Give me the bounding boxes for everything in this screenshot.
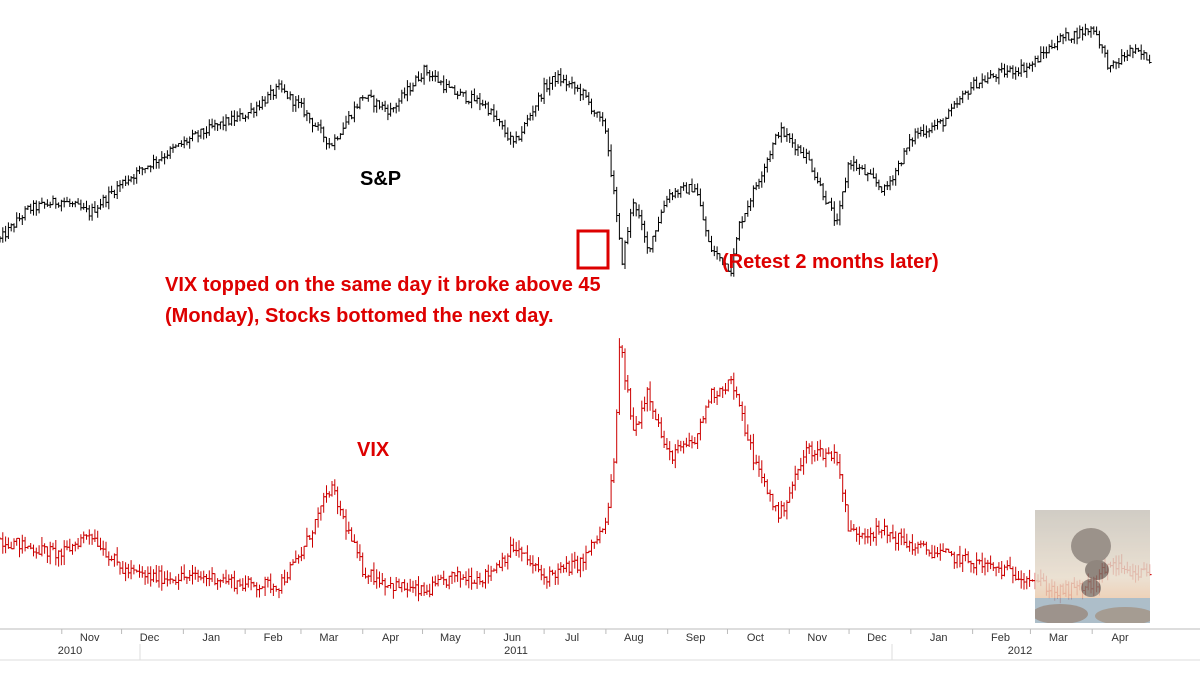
x-tick-label-month: Apr	[382, 632, 399, 644]
x-tick-label-month: Aug	[624, 632, 644, 644]
inset-photo	[1035, 510, 1150, 623]
x-tick-label-month: Sep	[686, 632, 706, 644]
sp-series	[0, 23, 1152, 277]
x-tick-label-month: Mar	[1049, 632, 1068, 644]
vix-note-line2: (Monday), Stocks bottomed the next day.	[165, 305, 554, 327]
sp-label: S&P	[360, 168, 401, 190]
vix-series	[0, 338, 1152, 604]
x-tick-label-year: 2012	[1008, 645, 1032, 657]
vix-note-line1: VIX topped on the same day it broke abov…	[165, 274, 601, 296]
x-tick-label-month: Mar	[319, 632, 338, 644]
x-tick-label-month: Jan	[202, 632, 220, 644]
x-tick-label-year: 2011	[504, 645, 528, 657]
x-tick-label-year: 2010	[58, 645, 82, 657]
x-tick-label-month: Dec	[867, 632, 887, 644]
x-tick-label-month: Jul	[565, 632, 579, 644]
x-tick-label-month: Apr	[1112, 632, 1129, 644]
vix-label: VIX	[357, 439, 390, 461]
x-tick-label-month: Nov	[807, 632, 827, 644]
x-tick-label-month: May	[440, 632, 461, 644]
x-tick-label-month: Jan	[930, 632, 948, 644]
vix-top-highlight-box	[576, 229, 610, 270]
x-tick-label-month: Feb	[264, 632, 283, 644]
x-tick-label-month: Oct	[747, 632, 764, 644]
x-tick-label-month: Nov	[80, 632, 100, 644]
x-axis: Nov Dec Jan Feb Mar Apr May Jun Jul Aug Sep Oct Nov D…	[58, 629, 1129, 660]
s-p-bar	[1147, 54, 1152, 64]
x-tick-label-month: Dec	[140, 632, 160, 644]
x-tick-label-month: Jun	[503, 632, 521, 644]
retest-note: (Retest 2 months later)	[722, 251, 939, 273]
x-tick-label-month: Feb	[991, 632, 1010, 644]
